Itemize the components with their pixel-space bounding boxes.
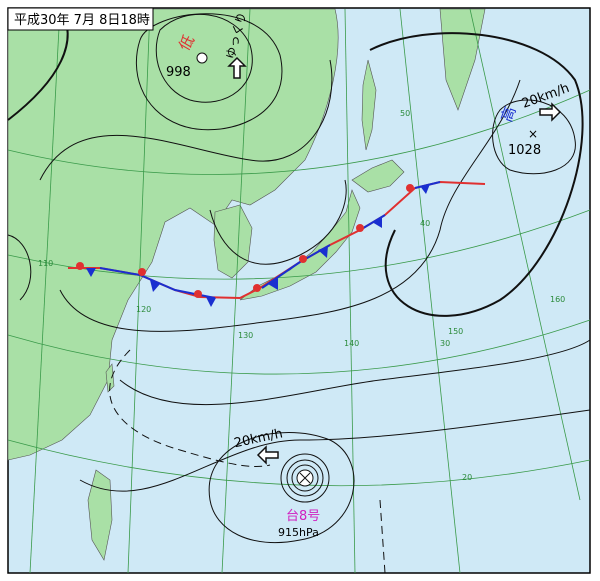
isobars [7,8,591,574]
title: 平成30年 7月 8日18時 [14,13,150,28]
high-pressure: 1028 [508,143,541,158]
lat-label: 40 [420,219,430,228]
lon-label: 120 [136,305,151,314]
typhoon-pressure: 915hPa [278,526,319,539]
front [68,180,486,307]
lat-label: 50 [400,109,410,118]
low-center [196,52,208,64]
typhoon-name: 台8号 [286,509,320,524]
lon-label: 140 [344,339,359,348]
lat-label: 20 [462,473,472,482]
typhoon [280,453,330,503]
arrows [227,56,562,465]
title-box [7,7,154,31]
grid-labels: 50 40 30 20 110 120 130 140 150 160 [38,109,565,482]
low-pressure: 998 [166,65,191,80]
lon-label: 160 [550,295,565,304]
high-symbol: 高 [498,104,520,124]
graticule [7,8,591,574]
land [7,8,486,561]
lon-label: 150 [448,327,463,336]
lon-label: 130 [238,331,253,340]
lon-label: 110 [38,259,53,268]
lat-label: 30 [440,339,450,348]
high-center: × [528,127,538,141]
